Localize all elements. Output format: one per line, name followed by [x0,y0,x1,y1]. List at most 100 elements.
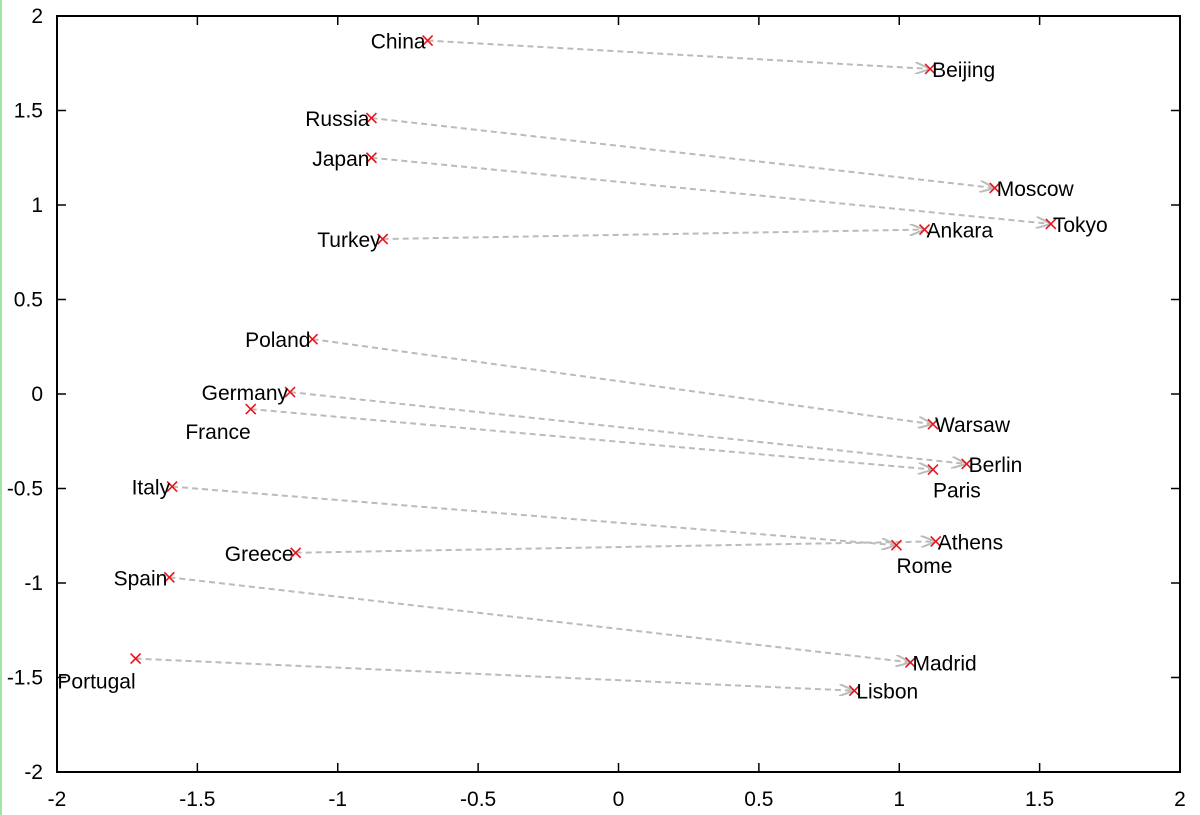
x-tick-label: -2 [48,788,67,811]
markers-layer [130,35,1057,697]
arrow-greece-athens [295,541,936,554]
marker-stroke [924,63,936,75]
labels-layer: China Beijing Russia Japan Moscow Tokyo Ankara… [57,31,1107,704]
arrow-poland-warsaw [312,338,932,424]
point-marker-china [422,35,434,47]
point-label-warsaw: Warsaw [935,414,1011,437]
point-label-germany: Germany [202,382,289,405]
point-marker-lisbon [848,685,860,697]
marker-stroke [130,653,142,665]
point-label-france: France [185,421,250,444]
point-marker-japan [365,152,378,164]
point-marker-berlin [961,458,973,470]
point-label-athens: Athens [938,531,1003,554]
point-marker-portugal [130,653,142,665]
y-tick-label: -1.5 [7,667,43,690]
y-tick-label: -2 [24,761,43,784]
x-tick-label: -0.5 [460,788,496,811]
point-marker-spain [163,571,175,583]
marker-stroke [904,656,917,668]
arrow-france-paris [250,408,933,469]
marker-stroke [927,418,939,430]
point-label-greece: Greece [225,543,294,566]
marker-stroke [306,333,319,345]
y-tick-label: 1.5 [14,100,43,123]
point-marker-poland [306,333,319,345]
marker-stroke [927,464,939,476]
point-marker-italy [166,481,178,493]
point-label-italy: Italy [132,477,171,500]
marker-stroke [284,386,296,398]
point-label-china: China [371,31,426,54]
point-marker-greece [290,547,302,559]
marker-stroke [163,571,175,583]
y-tick-label: 1 [31,194,43,217]
arrow-spain-madrid [169,576,910,662]
marker-stroke [365,152,378,164]
axes-layer: -2 -1.5 -1 -0.5 0 0.5 1 1.5 2 2 1.5 1 0.5 0 -0.5 -1 -1.5… [7,5,1186,811]
point-marker-paris [927,464,939,476]
y-tick-label: -0.5 [7,478,43,501]
marker-stroke [245,403,257,415]
point-marker-france [245,403,257,415]
marker-stroke [1045,218,1057,230]
marker-stroke [166,481,178,493]
point-marker-warsaw [927,418,939,430]
point-label-madrid: Madrid [912,652,976,675]
x-tick-label: 0.5 [744,788,773,811]
point-marker-germany [284,386,296,398]
marker-stroke [961,458,973,470]
point-label-paris: Paris [933,480,981,503]
arrow-russia-moscow [371,117,994,188]
point-label-poland: Poland [245,329,310,352]
marker-stroke [989,182,1001,194]
point-marker-tokyo [1045,218,1057,230]
point-marker-moscow [989,182,1001,194]
point-marker-ankara [918,224,931,236]
x-tick-label: -1 [328,788,347,811]
point-marker-madrid [904,656,917,668]
marker-stroke [918,224,931,236]
arrow-germany-berlin [289,391,967,464]
arrow-portugal-lisbon [135,657,855,691]
marker-stroke [890,539,903,551]
marker-stroke [377,233,389,245]
marker-stroke [365,112,378,124]
arrow-japan-tokyo [371,156,1050,224]
marker-stroke [848,685,860,697]
point-label-spain: Spain [114,567,168,590]
point-label-ankara: Ankara [927,220,994,243]
point-marker-turkey [377,233,389,245]
arrow-italy-rome [172,485,896,546]
point-label-moscow: Moscow [997,178,1075,201]
point-marker-athens [930,535,942,547]
x-tick-label: -1.5 [179,788,215,811]
x-tick-label: 0 [613,788,625,811]
marker-stroke [290,547,302,559]
arrow-china-beijing [427,39,931,69]
point-label-tokyo: Tokyo [1053,214,1108,237]
y-tick-label: 2 [31,5,43,28]
point-marker-beijing [924,63,936,75]
x-tick-label: 1.5 [1025,788,1054,811]
point-label-japan: Japan [312,148,369,171]
arrows-layer [135,39,1051,691]
point-label-berlin: Berlin [969,454,1023,477]
y-tick-label: 0 [31,383,43,406]
point-label-portugal: Portugal [57,671,135,694]
point-label-turkey: Turkey [317,229,381,252]
point-label-rome: Rome [896,555,952,578]
window-edge [0,0,2,815]
y-tick-label: 0.5 [14,289,43,312]
marker-stroke [930,535,942,547]
x-tick-label: 1 [893,788,905,811]
point-label-lisbon: Lisbon [856,681,918,704]
marker-stroke [422,35,434,47]
point-marker-russia [365,112,378,124]
point-marker-rome [890,539,903,551]
y-tick-label: -1 [24,572,43,595]
point-label-beijing: Beijing [932,59,995,82]
point-label-russia: Russia [305,108,370,131]
x-tick-label: 2 [1174,788,1186,811]
